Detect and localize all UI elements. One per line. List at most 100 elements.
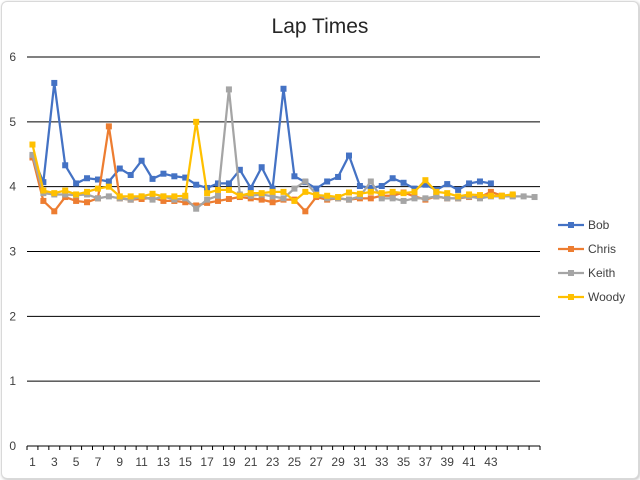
data-point-keith: [215, 192, 222, 199]
data-point-bob: [476, 178, 483, 185]
gridlines: [27, 56, 540, 382]
data-point-woody: [193, 118, 200, 125]
data-point-woody: [51, 190, 58, 197]
x-tick-label: 39: [441, 455, 455, 469]
y-tick-label: 6: [9, 50, 16, 64]
data-point-bob: [215, 180, 222, 187]
data-point-keith: [127, 196, 134, 203]
data-point-woody: [105, 183, 112, 190]
data-point-chris: [40, 197, 47, 204]
legend-marker: [568, 270, 574, 276]
data-point-woody: [389, 188, 396, 195]
legend-marker: [568, 246, 574, 252]
data-point-keith: [204, 196, 211, 203]
data-point-keith: [520, 193, 527, 200]
data-point-bob: [313, 185, 320, 192]
data-point-bob: [291, 173, 298, 180]
data-point-keith: [291, 185, 298, 192]
data-point-keith: [433, 193, 440, 200]
y-tick-label: 1: [9, 374, 16, 388]
data-point-woody: [149, 190, 156, 197]
data-point-bob: [84, 175, 91, 182]
data-point-bob: [487, 180, 494, 187]
data-point-keith: [411, 195, 418, 202]
data-point-keith: [193, 205, 200, 212]
data-point-bob: [73, 180, 80, 187]
data-point-bob: [335, 173, 342, 180]
legend-item-keith: Keith: [558, 266, 615, 280]
data-point-bob: [378, 183, 385, 190]
chart-title: Lap Times: [272, 15, 369, 38]
data-point-bob: [193, 181, 200, 188]
data-point-keith: [302, 178, 309, 185]
data-point-woody: [40, 187, 47, 194]
data-point-keith: [400, 197, 407, 204]
data-point-woody: [127, 193, 134, 200]
data-point-woody: [204, 190, 211, 197]
data-point-bob: [160, 170, 167, 177]
x-tick-label: 7: [95, 455, 102, 469]
data-point-bob: [182, 174, 189, 181]
data-point-chris: [215, 197, 222, 204]
data-point-bob: [116, 165, 123, 172]
data-point-woody: [160, 193, 167, 200]
data-point-woody: [335, 194, 342, 201]
data-point-woody: [487, 192, 494, 199]
data-point-chris: [269, 199, 276, 206]
data-point-keith: [345, 196, 352, 203]
x-tick-label: 19: [222, 455, 236, 469]
legend-item-woody: Woody: [558, 290, 625, 304]
data-point-woody: [84, 188, 91, 195]
data-point-chris: [73, 197, 80, 204]
data-point-woody: [280, 188, 287, 195]
data-point-bob: [236, 166, 243, 173]
data-point-woody: [138, 193, 145, 200]
x-tick-label: 37: [419, 455, 433, 469]
data-point-woody: [258, 190, 265, 197]
data-point-bob: [247, 184, 254, 191]
data-point-bob: [127, 171, 134, 178]
data-point-chris: [105, 123, 112, 130]
data-point-keith: [105, 193, 112, 200]
data-point-bob: [345, 152, 352, 159]
data-point-woody: [225, 186, 232, 193]
x-tick-label: 33: [375, 455, 389, 469]
data-point-woody: [422, 177, 429, 184]
data-point-bob: [466, 180, 473, 187]
data-point-woody: [466, 191, 473, 198]
data-point-woody: [62, 187, 69, 194]
data-point-chris: [367, 195, 374, 202]
x-tick-label: 9: [116, 455, 123, 469]
x-tick-label: 13: [157, 455, 171, 469]
data-point-woody: [509, 191, 516, 198]
data-point-chris: [258, 196, 265, 203]
data-point-keith: [476, 195, 483, 202]
data-point-keith: [269, 193, 276, 200]
legend-marker: [568, 294, 574, 300]
data-point-keith: [225, 86, 232, 93]
x-tick-label: 17: [200, 455, 214, 469]
data-point-bob: [51, 79, 58, 86]
data-point-bob: [62, 162, 69, 169]
data-point-woody: [498, 192, 505, 199]
data-point-keith: [422, 195, 429, 202]
data-point-keith: [444, 195, 451, 202]
x-tick-label: 1: [29, 455, 36, 469]
series-bob: [29, 79, 494, 193]
x-tick-label: 5: [73, 455, 80, 469]
data-point-keith: [531, 194, 538, 201]
x-tick-label: 41: [462, 455, 476, 469]
data-point-keith: [62, 191, 69, 198]
data-point-keith: [94, 195, 101, 202]
legend-label: Chris: [588, 242, 616, 256]
x-tick-label: 29: [331, 455, 345, 469]
y-tick-label: 0: [9, 439, 16, 453]
data-point-bob: [138, 157, 145, 164]
data-point-woody: [400, 190, 407, 197]
data-point-woody: [215, 186, 222, 193]
data-point-woody: [324, 192, 331, 199]
data-point-woody: [433, 188, 440, 195]
data-point-bob: [225, 180, 232, 187]
data-point-keith: [29, 151, 36, 158]
data-point-woody: [73, 191, 80, 198]
